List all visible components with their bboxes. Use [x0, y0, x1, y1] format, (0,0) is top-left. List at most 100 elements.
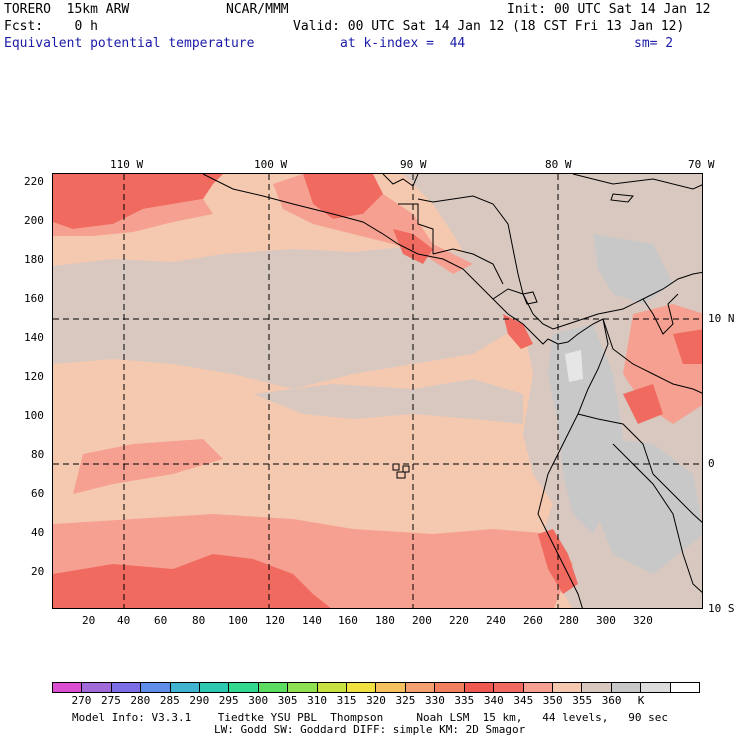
coast-mexico	[202, 174, 549, 345]
colorbar-cell	[317, 683, 348, 692]
colorbar-cell	[376, 683, 406, 692]
colorbar-label: 305	[277, 694, 298, 707]
x-tick-20: 20	[82, 614, 96, 627]
x-tick-260: 260	[523, 614, 543, 627]
border-colombia	[602, 318, 702, 394]
shade-330-north	[53, 174, 223, 229]
colorbar-label: 290	[189, 694, 210, 707]
y-tick-160: 160	[24, 292, 44, 305]
map-panel	[52, 173, 703, 609]
colorbar-label: 360	[601, 694, 622, 707]
theta-e-field	[53, 174, 702, 608]
colorbar-label: 325	[395, 694, 416, 707]
x-tick-300: 300	[596, 614, 616, 627]
colorbar-label: 270	[71, 694, 92, 707]
galapagos-2	[402, 465, 410, 473]
x-tick-100: 100	[228, 614, 248, 627]
valid-time: Valid: 00 UTC Sat 14 Jan 12 (18 CST Fri …	[293, 19, 685, 34]
border-cam-1	[432, 248, 504, 285]
colorbar-label: 280	[130, 694, 151, 707]
colorbar-cell	[288, 683, 318, 692]
colorbar-label: 335	[454, 694, 475, 707]
center-title: NCAR/MMM	[226, 2, 289, 17]
colorbar-cell	[552, 683, 583, 692]
colorbar-label: K	[637, 694, 645, 707]
x-tick-240: 240	[486, 614, 506, 627]
level-label: at k-index = 44	[340, 36, 466, 51]
coast-yucatan	[382, 174, 419, 187]
y-tick-60: 60	[31, 487, 45, 500]
coast-jamaica	[610, 193, 634, 203]
y-tick-140: 140	[24, 331, 44, 344]
border-mex-gt	[398, 203, 434, 254]
x-tick-280: 280	[559, 614, 579, 627]
colorbar-cell	[670, 683, 699, 692]
y-tick-40: 40	[31, 526, 45, 539]
colorbar-cell	[494, 683, 524, 692]
model-info: Model Info: V3.3.1 Tiedtke YSU PBL Thomp…	[72, 711, 669, 724]
x-tick-200: 200	[412, 614, 432, 627]
coastlines	[202, 174, 702, 608]
colorbar-cell	[82, 683, 112, 692]
colorbar-label: 320	[366, 694, 386, 707]
coast-cuba	[572, 174, 702, 190]
shade-345-band2	[253, 379, 523, 424]
shade-345-mid	[53, 246, 523, 389]
colorbar-label: 310	[307, 694, 328, 707]
colorbar-cell	[258, 683, 289, 692]
border-ecuador	[577, 413, 654, 475]
lon-label-80w: 80 W	[545, 158, 572, 171]
lat-label-0: 0	[708, 457, 715, 470]
colorbar-label: 285	[159, 694, 180, 707]
init-time: Init: 00 UTC Sat 14 Jan 12	[507, 2, 711, 17]
colorbar-cell	[435, 683, 465, 692]
x-tick-220: 220	[449, 614, 469, 627]
galapagos-1	[392, 463, 400, 471]
x-tick-120: 120	[265, 614, 285, 627]
colorbar-cell	[405, 683, 436, 692]
colorbar-label: 340	[483, 694, 504, 707]
x-tick-320: 320	[633, 614, 653, 627]
colorbar	[52, 682, 700, 693]
x-tick-80: 80	[192, 614, 206, 627]
colorbar-label: 315	[336, 694, 357, 707]
model-physics: LW: Godd SW: Goddard DIFF: simple KM: 2D…	[214, 723, 526, 736]
colorbar-cell	[170, 683, 201, 692]
border-peru-brazil	[652, 473, 702, 523]
colorbar-cell	[111, 683, 142, 692]
coast-colombia-pacific	[537, 318, 609, 608]
graticule	[53, 174, 702, 608]
x-tick-60: 60	[154, 614, 168, 627]
shade-330-peru	[538, 529, 578, 594]
shade-330-south	[53, 554, 331, 608]
lon-label-110w: 110 W	[110, 158, 144, 171]
coast-caribbean-cam	[417, 195, 599, 330]
shade-350-ne	[593, 234, 673, 304]
lon-label-90w: 90 W	[400, 158, 427, 171]
colorbar-label: 355	[572, 694, 593, 707]
colorbar-label: 300	[248, 694, 269, 707]
y-tick-180: 180	[24, 253, 44, 266]
x-tick-140: 140	[302, 614, 322, 627]
colorbar-label: 275	[100, 694, 121, 707]
colorbar-cell	[611, 683, 642, 692]
coast-maracaibo	[642, 293, 679, 335]
shade-355-spot1	[565, 350, 583, 382]
y-tick-20: 20	[31, 565, 45, 578]
y-tick-100: 100	[24, 409, 44, 422]
border-peru	[612, 443, 702, 593]
colorbar-label: 295	[218, 694, 239, 707]
colorbar-cell	[641, 683, 671, 692]
colorbar-cell	[141, 683, 171, 692]
y-tick-220: 220	[24, 175, 44, 188]
x-tick-40: 40	[117, 614, 131, 627]
model-title: TORERO 15km ARW	[4, 2, 130, 17]
colorbar-label: 350	[542, 694, 563, 707]
colorbar-cell	[464, 683, 495, 692]
forecast-hour: Fcst: 0 h	[4, 19, 98, 34]
colorbar-cell	[582, 683, 612, 692]
y-tick-120: 120	[24, 370, 44, 383]
coast-panama	[547, 318, 604, 345]
smoothing-label: sm= 2	[634, 36, 674, 51]
colorbar-cell	[229, 683, 259, 692]
